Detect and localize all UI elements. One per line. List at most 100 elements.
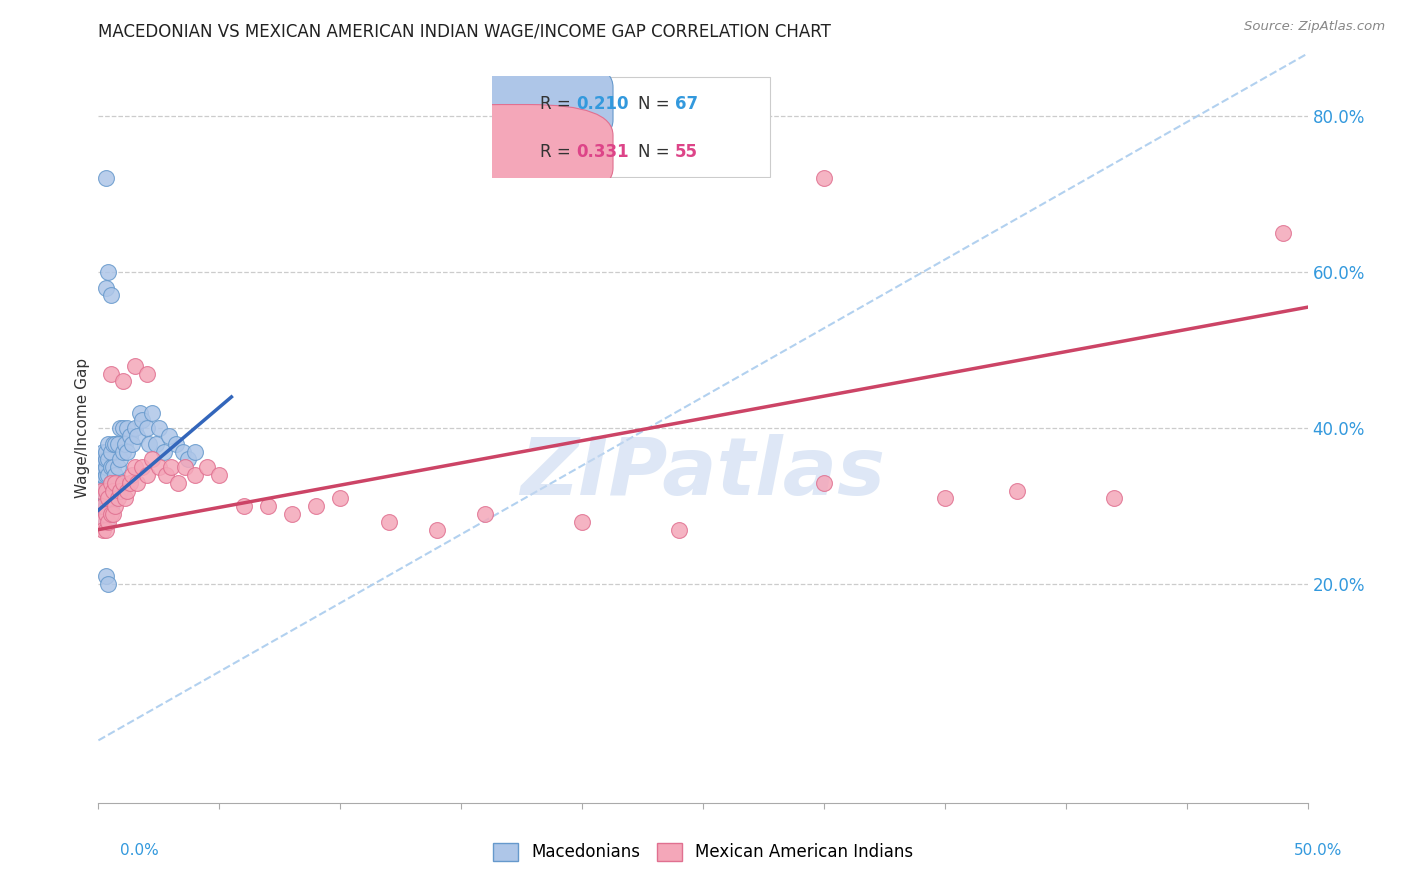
Point	[90, 483, 112, 498]
Point	[148, 421, 170, 435]
Point	[91, 467, 114, 482]
Point	[111, 475, 134, 490]
Point	[167, 475, 190, 490]
Point	[184, 467, 207, 482]
Point	[104, 436, 127, 450]
Point	[571, 515, 593, 529]
Point	[232, 500, 254, 514]
Point	[1272, 226, 1295, 240]
Point	[117, 444, 139, 458]
Point	[101, 483, 124, 498]
Point	[813, 171, 835, 186]
Point	[101, 460, 124, 475]
Point	[91, 500, 114, 514]
Point	[94, 515, 117, 529]
Text: 0.0%: 0.0%	[120, 843, 159, 858]
Point	[172, 444, 194, 458]
Point	[124, 421, 146, 435]
Point	[90, 500, 112, 514]
Point	[94, 500, 117, 514]
Point	[155, 467, 177, 482]
Point	[124, 359, 146, 373]
Point	[100, 475, 122, 490]
Point	[127, 429, 149, 443]
Text: 0.210: 0.210	[576, 95, 628, 112]
Point	[114, 491, 136, 506]
Point	[94, 569, 117, 583]
Point	[91, 483, 114, 498]
Point	[90, 475, 112, 490]
Point	[94, 281, 117, 295]
Point	[111, 421, 134, 435]
Point	[256, 500, 278, 514]
Point	[108, 483, 131, 498]
Point	[160, 460, 183, 475]
Point	[934, 491, 956, 506]
Point	[101, 507, 124, 521]
Point	[107, 491, 129, 506]
Text: 67: 67	[675, 95, 697, 112]
Point	[124, 460, 146, 475]
Text: MACEDONIAN VS MEXICAN AMERICAN INDIAN WAGE/INCOME GAP CORRELATION CHART: MACEDONIAN VS MEXICAN AMERICAN INDIAN WA…	[98, 23, 831, 41]
Point	[94, 171, 117, 186]
Point	[184, 444, 207, 458]
Point	[97, 515, 120, 529]
Point	[91, 460, 114, 475]
Point	[94, 507, 117, 521]
Point	[208, 467, 231, 482]
Point	[157, 429, 180, 443]
Point	[138, 436, 160, 450]
Point	[100, 367, 122, 381]
Y-axis label: Wage/Income Gap: Wage/Income Gap	[75, 358, 90, 499]
Point	[101, 436, 124, 450]
Point	[668, 523, 690, 537]
Point	[195, 460, 218, 475]
Point	[121, 467, 143, 482]
Point	[131, 460, 153, 475]
Point	[108, 421, 131, 435]
Point	[100, 460, 122, 475]
Point	[145, 436, 167, 450]
Point	[100, 500, 122, 514]
Point	[97, 467, 120, 482]
Point	[128, 405, 150, 420]
Point	[94, 523, 117, 537]
Text: N =: N =	[638, 143, 675, 161]
Point	[101, 483, 124, 498]
Text: R =: R =	[540, 95, 576, 112]
Point	[131, 413, 153, 427]
Text: R =: R =	[540, 143, 576, 161]
Point	[127, 475, 149, 490]
Point	[329, 491, 352, 506]
Point	[97, 265, 120, 279]
Point	[100, 507, 122, 521]
Point	[104, 467, 127, 482]
Point	[108, 452, 131, 467]
Point	[91, 523, 114, 537]
Legend: Macedonians, Mexican American Indians: Macedonians, Mexican American Indians	[486, 836, 920, 868]
Text: 55: 55	[675, 143, 697, 161]
Point	[114, 436, 136, 450]
FancyBboxPatch shape	[416, 56, 613, 151]
Text: ZIPatlas: ZIPatlas	[520, 434, 886, 512]
Point	[97, 491, 120, 506]
Point	[94, 460, 117, 475]
Point	[100, 475, 122, 490]
Point	[90, 460, 112, 475]
Point	[94, 483, 117, 498]
Point	[90, 467, 112, 482]
Point	[174, 460, 197, 475]
Point	[141, 452, 163, 467]
Point	[1007, 483, 1029, 498]
Point	[148, 460, 170, 475]
Point	[107, 436, 129, 450]
Point	[107, 460, 129, 475]
Text: 0.331: 0.331	[576, 143, 628, 161]
FancyBboxPatch shape	[495, 77, 770, 178]
Text: Source: ZipAtlas.com: Source: ZipAtlas.com	[1244, 20, 1385, 33]
Point	[91, 444, 114, 458]
Point	[118, 429, 141, 443]
Point	[117, 421, 139, 435]
Point	[104, 475, 127, 490]
Point	[281, 507, 304, 521]
